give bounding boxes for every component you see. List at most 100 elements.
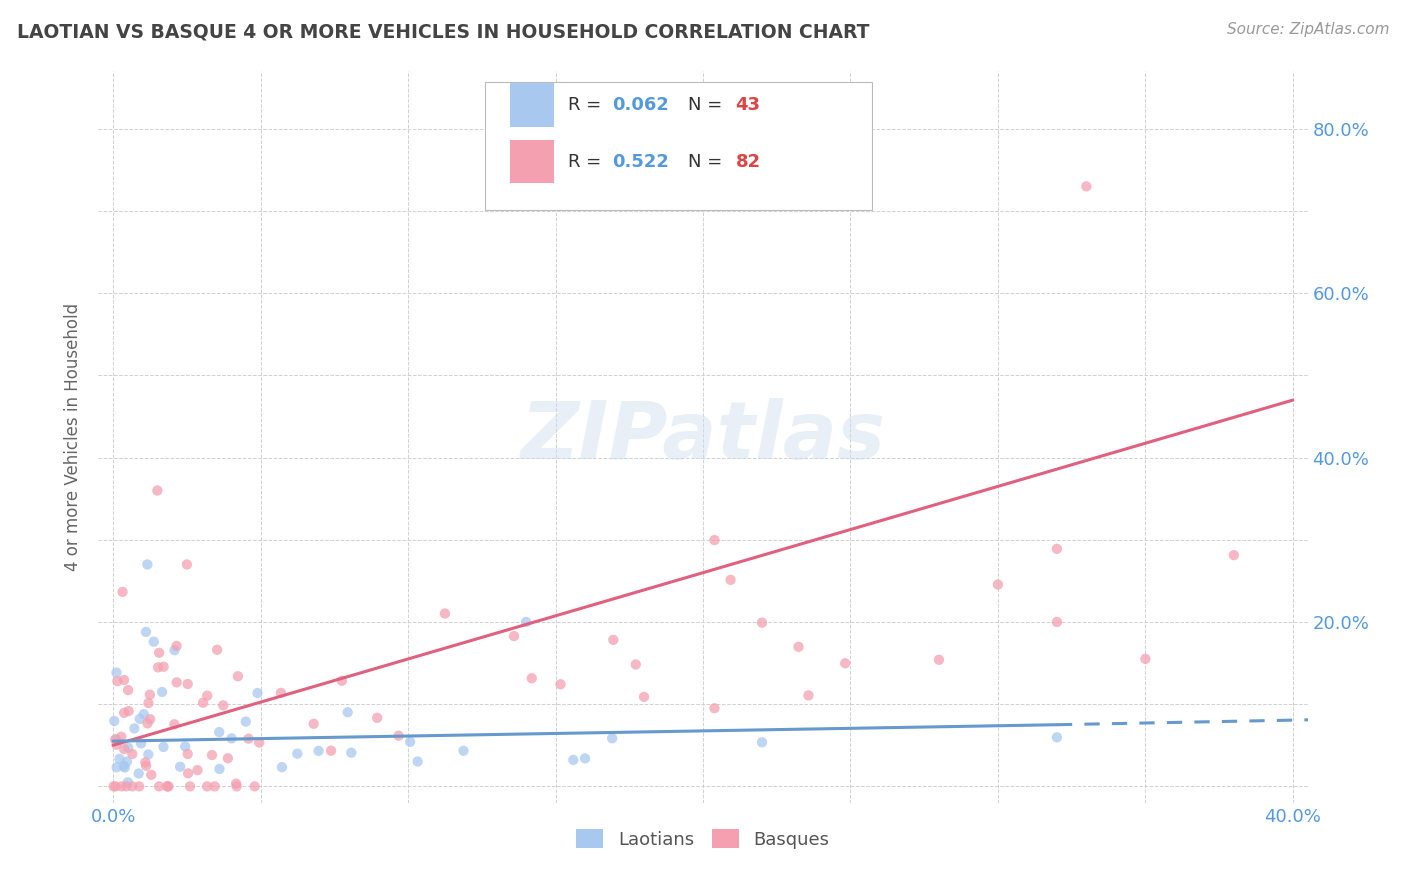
Point [146, 483, 169, 498]
Point [139, 688, 162, 702]
Point [520, 671, 543, 685]
Point [136, 558, 159, 572]
Point [166, 639, 188, 653]
Text: 82: 82 [735, 153, 761, 171]
Text: R =: R = [568, 153, 606, 171]
Point [751, 735, 773, 749]
Point [600, 731, 623, 746]
Point [174, 739, 197, 754]
Point [271, 760, 294, 774]
Point [105, 760, 128, 774]
Point [134, 756, 156, 770]
Point [169, 760, 191, 774]
Point [138, 696, 160, 710]
Point [177, 766, 200, 780]
Point [340, 746, 363, 760]
Point [157, 780, 180, 794]
Text: N =: N = [689, 153, 728, 171]
Point [108, 752, 131, 766]
Point [117, 775, 139, 789]
Text: R =: R = [568, 96, 606, 114]
Text: 0.062: 0.062 [613, 96, 669, 114]
Point [195, 780, 218, 794]
Point [787, 640, 810, 654]
Point [238, 731, 260, 746]
Point [148, 780, 170, 794]
Point [139, 712, 162, 726]
Point [1076, 179, 1098, 194]
Point [366, 711, 388, 725]
Point [217, 751, 239, 765]
Point [1046, 615, 1069, 629]
Point [330, 673, 353, 688]
Point [987, 577, 1010, 591]
Point [336, 705, 359, 719]
Point [152, 659, 174, 673]
FancyBboxPatch shape [485, 82, 872, 211]
Point [132, 707, 155, 722]
Point [112, 673, 135, 687]
Point [103, 714, 125, 728]
Point [834, 657, 856, 671]
Point [117, 704, 139, 718]
Text: LAOTIAN VS BASQUE 4 OR MORE VEHICLES IN HOUSEHOLD CORRELATION CHART: LAOTIAN VS BASQUE 4 OR MORE VEHICLES IN … [17, 22, 869, 41]
Point [111, 585, 134, 599]
Point [1046, 731, 1069, 745]
Point [105, 738, 128, 752]
Point [142, 634, 165, 648]
Point [105, 732, 128, 747]
Point [226, 669, 249, 683]
Point [562, 753, 585, 767]
Point [115, 780, 138, 794]
Point [399, 735, 422, 749]
Point [128, 712, 150, 726]
Point [550, 677, 572, 691]
Point [135, 624, 157, 639]
Point [117, 740, 139, 755]
Point [720, 573, 742, 587]
Point [152, 739, 174, 754]
Point [117, 683, 139, 698]
Point [1046, 541, 1069, 556]
Point [136, 716, 159, 731]
Point [208, 762, 231, 776]
Point [105, 674, 128, 689]
Point [121, 780, 143, 794]
Point [110, 730, 132, 744]
Point [204, 780, 226, 794]
Point [221, 731, 243, 746]
Point [208, 725, 231, 739]
Point [453, 744, 475, 758]
Point [104, 732, 127, 747]
Point [515, 615, 537, 629]
Point [103, 780, 125, 794]
Point [115, 755, 138, 769]
Point [319, 744, 342, 758]
Point [112, 759, 135, 773]
Point [308, 744, 330, 758]
Point [110, 780, 132, 794]
Point [212, 698, 235, 713]
Point [247, 735, 270, 749]
Point [1135, 652, 1157, 666]
Point [105, 665, 128, 680]
Point [703, 701, 725, 715]
Point [176, 558, 198, 572]
Text: Source: ZipAtlas.com: Source: ZipAtlas.com [1226, 22, 1389, 37]
Point [104, 780, 127, 794]
Point [225, 777, 247, 791]
Point [121, 747, 143, 761]
Point [191, 696, 214, 710]
Point [112, 706, 135, 720]
Point [285, 747, 308, 761]
Point [176, 747, 198, 761]
Text: 0.522: 0.522 [613, 153, 669, 171]
FancyBboxPatch shape [509, 83, 554, 127]
Y-axis label: 4 or more Vehicles in Household: 4 or more Vehicles in Household [65, 303, 83, 571]
Point [186, 763, 208, 777]
Legend: Laotians, Basques: Laotians, Basques [569, 822, 837, 856]
Point [574, 751, 596, 765]
Point [235, 714, 257, 729]
Point [148, 646, 170, 660]
Point [703, 533, 725, 547]
